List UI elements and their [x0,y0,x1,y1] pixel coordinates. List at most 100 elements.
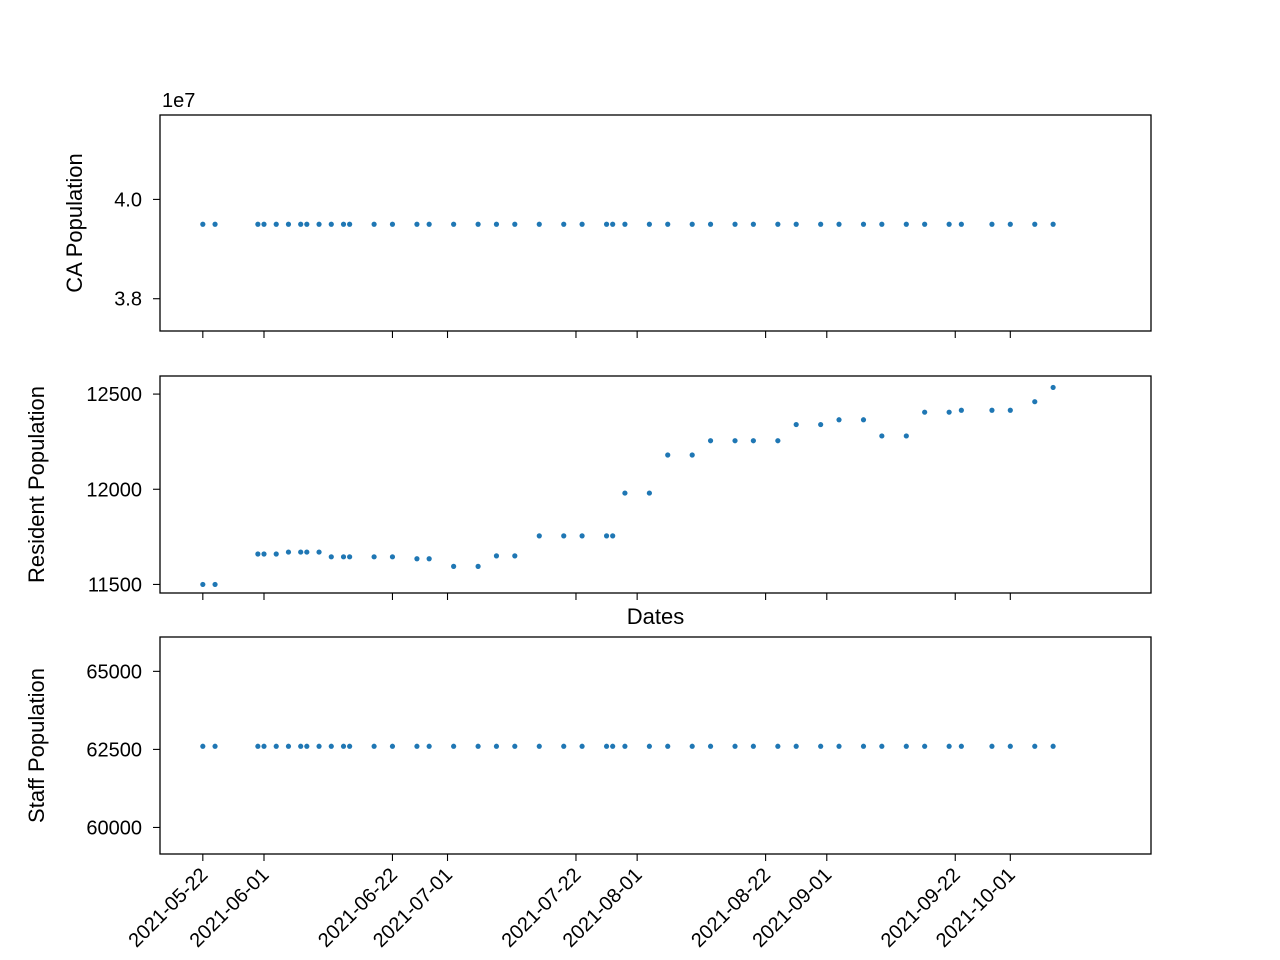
data-point [750,221,756,227]
data-point [622,221,628,227]
data-point [475,563,481,569]
data-point [389,554,396,560]
data-point [298,743,304,749]
data-point [493,553,500,559]
data-point [860,221,867,227]
data-point [561,743,567,749]
data-point [836,221,842,227]
data-point [610,743,616,749]
data-point [579,743,585,749]
data-point [451,563,457,569]
data-point [414,556,420,562]
data-point [200,221,206,227]
data-point [689,452,695,458]
data-point [603,221,610,227]
data-point [610,221,616,227]
data-point [316,221,322,227]
data-point [371,743,377,749]
y-tick-label: 60000 [86,817,142,839]
data-point [1032,221,1038,227]
data-point [273,743,279,749]
data-point [200,581,206,588]
data-point [1007,221,1013,227]
data-point [475,743,481,749]
data-point [579,221,585,227]
data-point [340,221,347,227]
data-point [836,417,842,423]
y-axis-label: Staff Population [24,668,49,823]
axes-frame [159,114,1152,332]
data-point [707,221,714,227]
data-point [328,221,334,227]
data-point [860,417,867,423]
data-point [750,743,756,749]
data-point [1007,407,1013,413]
data-point [298,549,304,555]
axes-frame [159,375,1152,594]
data-point [922,409,928,415]
data-point [732,743,738,749]
data-point [818,221,824,227]
data-point [922,221,928,227]
data-point [775,743,781,749]
data-point [750,438,756,444]
data-point [689,743,695,749]
data-point [622,743,628,749]
data-point [646,743,652,749]
data-point [561,533,567,539]
data-point [922,743,928,749]
data-point [304,549,310,555]
data-point [273,551,279,557]
data-point [328,554,334,560]
offset-text: 1e7 [162,90,195,112]
data-point [665,452,671,458]
data-point [389,743,396,749]
data-point [212,581,218,588]
data-point [732,438,738,444]
data-point [371,221,377,227]
data-point [536,221,542,227]
data-point [879,433,885,439]
data-point [958,221,964,227]
resident-population-panel: 11500 12000 12500 Resident Population Dates [24,375,1152,629]
data-point [328,743,334,749]
data-point [775,221,781,227]
data-point [1050,221,1056,227]
data-point [414,221,420,227]
data-point [610,533,616,539]
data-point [1050,384,1056,391]
data-point [622,490,628,496]
data-point [793,743,799,749]
data-point [285,743,292,749]
y-tick-label: 3.8 [114,289,142,311]
x-axis-label: Dates [627,604,684,629]
data-point [316,549,322,555]
data-point [603,533,610,539]
y-tick-label: 65000 [86,661,142,683]
data-point [285,549,292,555]
data-point [255,221,261,227]
data-point [536,743,542,749]
data-point [340,743,347,749]
data-point [347,221,353,227]
data-point [989,407,995,413]
data-point [958,407,964,413]
data-point [371,554,377,560]
y-tick-label: 11500 [88,574,142,596]
data-point [475,221,481,227]
y-axis-label: Resident Population [24,386,49,583]
data-point [512,221,518,227]
data-point [1050,743,1056,749]
data-point [879,221,885,227]
data-point [958,743,964,749]
data-point [946,743,952,749]
data-point [316,743,322,749]
y-tick-label: 62500 [86,739,142,761]
data-point [1007,743,1013,749]
ca-population-panel: 3.8 4.0 CA Population 1e7 [62,90,1152,338]
data-point [536,533,542,539]
data-point [261,221,267,227]
data-point [879,743,885,749]
